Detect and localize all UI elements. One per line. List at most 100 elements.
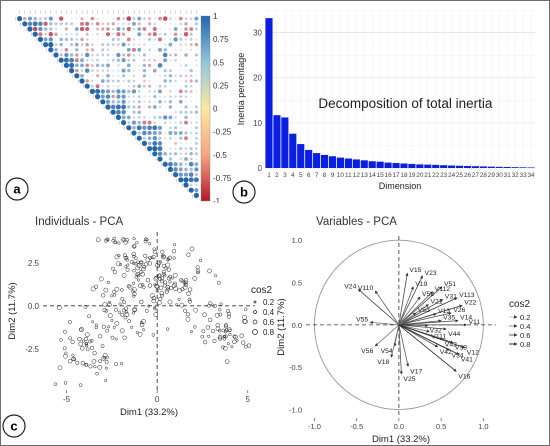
heatmap-cell xyxy=(132,17,136,21)
individual-point xyxy=(104,359,109,364)
individual-point xyxy=(120,288,124,292)
heatmap-cell xyxy=(85,63,90,68)
heatmap-cell xyxy=(43,21,48,26)
heatmap-cell xyxy=(195,85,198,87)
heatmap-cell xyxy=(184,131,188,135)
heatmap-cell xyxy=(163,121,167,124)
heatmap-cell xyxy=(188,161,194,167)
panel-a-badge-text: a xyxy=(13,182,21,197)
colorbar xyxy=(200,15,211,202)
heatmap-cell xyxy=(179,74,183,78)
heatmap-cell xyxy=(112,74,115,77)
individual-point xyxy=(132,294,136,298)
individual-point xyxy=(105,355,109,359)
y-tick-label: -2.5 xyxy=(25,345,39,354)
individual-point xyxy=(147,242,152,246)
heatmap-cell xyxy=(158,74,162,77)
heatmap-cell xyxy=(158,84,162,88)
heatmap-cell xyxy=(122,85,125,87)
y-tick-label: 1.0 xyxy=(292,236,302,245)
heatmap-cell xyxy=(195,90,198,93)
heatmap-cell xyxy=(152,125,158,131)
heatmap-cell xyxy=(168,105,173,109)
heatmap-cell xyxy=(168,157,172,161)
bar xyxy=(519,167,527,168)
heatmap-row-label: | xyxy=(46,48,47,52)
individual-point xyxy=(63,353,68,359)
bar xyxy=(408,163,416,168)
heatmap-cell xyxy=(95,21,100,26)
x-tick-label: 27 xyxy=(472,172,480,179)
variable-arrow xyxy=(398,313,437,326)
heatmap-cell xyxy=(164,95,167,98)
heatmap-cell xyxy=(80,21,84,26)
heatmap-cell xyxy=(132,84,136,88)
heatmap-row-label: | xyxy=(72,74,73,78)
heatmap-cell xyxy=(127,89,131,94)
variable-label: V53 xyxy=(418,307,430,314)
heatmap-cell xyxy=(101,22,105,26)
heatmap-cell xyxy=(184,105,188,109)
heatmap-cell xyxy=(184,147,188,150)
heatmap-cell xyxy=(148,69,151,72)
heatmap-cell xyxy=(90,63,94,67)
variable-arrow xyxy=(398,299,444,326)
heatmap-cell xyxy=(133,33,135,35)
individual-point xyxy=(147,261,152,266)
individual-point xyxy=(141,328,145,332)
heatmap-cell xyxy=(153,100,156,103)
individual-point xyxy=(119,328,125,334)
panel-c-badge: c xyxy=(2,414,26,438)
heatmap-cell xyxy=(174,48,177,51)
heatmap-cell xyxy=(27,26,33,32)
individual-point xyxy=(84,362,89,367)
individual-point xyxy=(207,334,211,338)
individual-point xyxy=(114,286,120,292)
variable-arrow xyxy=(374,290,400,326)
variable-label: V43 xyxy=(445,341,457,348)
heatmap-cell xyxy=(173,131,178,135)
heatmap-cell xyxy=(59,53,63,57)
heatmap-cell xyxy=(169,147,172,150)
heatmap-cell xyxy=(60,28,62,30)
heatmap-cell xyxy=(143,58,146,62)
heatmap-cell xyxy=(106,43,110,47)
panel-b-badge-text: b xyxy=(240,185,248,200)
variable-label: V112 xyxy=(435,286,451,293)
heatmap-cell xyxy=(138,69,141,72)
heatmap-cell xyxy=(127,53,131,57)
heatmap-cell xyxy=(101,48,105,52)
heatmap-col-label: | xyxy=(144,10,145,14)
individual-point xyxy=(135,265,140,271)
heatmap-cell xyxy=(179,142,182,145)
heatmap-cell xyxy=(91,84,94,88)
x-tick-label: 15 xyxy=(377,172,385,179)
heatmap-cell xyxy=(91,33,94,35)
heatmap-cell xyxy=(157,141,163,146)
individual-point xyxy=(152,249,158,255)
heatmap-cell xyxy=(195,75,198,77)
heatmap-cell xyxy=(70,37,74,41)
bar xyxy=(313,153,321,168)
heatmap-cell xyxy=(174,101,177,103)
heatmap-cell xyxy=(194,152,198,156)
heatmap-cell xyxy=(111,79,115,83)
colorbar-tick-label: -1 xyxy=(213,197,221,203)
heatmap-cell xyxy=(154,54,156,56)
heatmap-cell xyxy=(128,33,130,35)
heatmap-cell xyxy=(100,79,105,83)
heatmap-cell xyxy=(195,49,198,51)
heatmap-cell xyxy=(122,53,126,57)
variable-label: V23 xyxy=(425,270,437,277)
heatmap-cell xyxy=(184,27,188,31)
heatmap-row-label: | xyxy=(156,157,157,161)
heatmap-cell xyxy=(32,26,38,32)
heatmap-cell xyxy=(179,22,183,26)
heatmap-cell xyxy=(117,85,120,88)
heatmap-cell xyxy=(81,33,83,35)
heatmap-cell xyxy=(142,136,146,140)
heatmap-cell xyxy=(178,99,183,104)
individual-point xyxy=(110,335,115,340)
heatmap-col-label: | xyxy=(102,10,103,14)
heatmap-cell xyxy=(95,88,101,94)
